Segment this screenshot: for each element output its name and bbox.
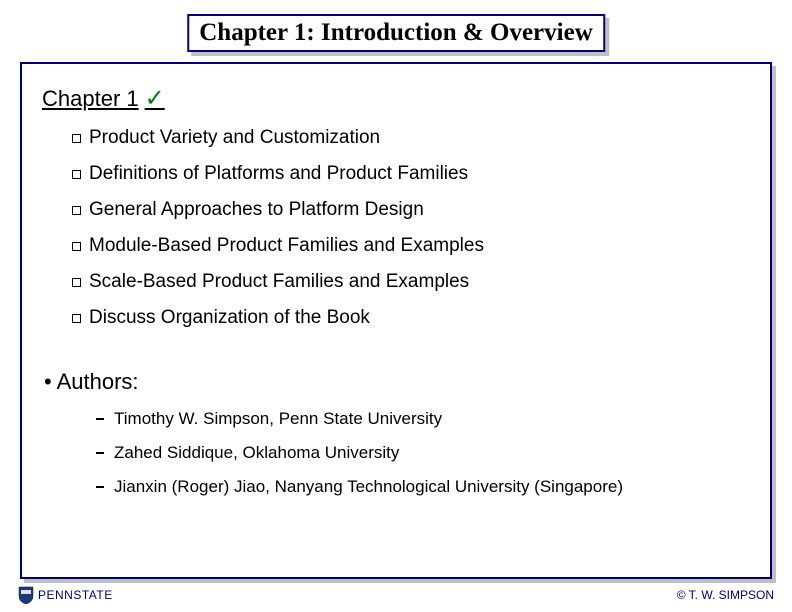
list-item: General Approaches to Platform Design xyxy=(72,199,750,221)
square-bullet-icon xyxy=(72,314,81,323)
list-item: Product Variety and Customization xyxy=(72,127,750,149)
content-box: Chapter 1 ✓ Product Variety and Customiz… xyxy=(20,62,772,579)
list-item: Module-Based Product Families and Exampl… xyxy=(72,235,750,257)
slide-title: Chapter 1: Introduction & Overview xyxy=(187,14,605,52)
square-bullet-icon xyxy=(72,206,81,215)
square-bullet-icon xyxy=(72,278,81,287)
checkmark-icon: ✓ xyxy=(145,84,165,113)
dash-bullet-icon xyxy=(96,486,104,488)
topics-list: Product Variety and Customization Defini… xyxy=(72,127,750,329)
topic-text: Product Variety and Customization xyxy=(89,127,380,149)
content-container: Chapter 1 ✓ Product Variety and Customiz… xyxy=(20,62,772,579)
footer-left: PENNSTATE xyxy=(18,586,113,604)
list-item: Scale-Based Product Families and Example… xyxy=(72,271,750,293)
topic-text: General Approaches to Platform Design xyxy=(89,199,424,221)
square-bullet-icon xyxy=(72,134,81,143)
dash-bullet-icon xyxy=(96,418,104,420)
list-item: Jianxin (Roger) Jiao, Nanyang Technologi… xyxy=(96,477,750,497)
topic-text: Definitions of Platforms and Product Fam… xyxy=(89,163,468,185)
pennstate-shield-icon xyxy=(18,586,34,604)
chapter-heading: Chapter 1 xyxy=(42,86,139,112)
topic-text: Scale-Based Product Families and Example… xyxy=(89,271,469,293)
institution-label: PENNSTATE xyxy=(38,588,113,602)
dash-bullet-icon xyxy=(96,452,104,454)
list-item: Discuss Organization of the Book xyxy=(72,307,750,329)
topic-text: Discuss Organization of the Book xyxy=(89,307,370,329)
square-bullet-icon xyxy=(72,242,81,251)
list-item: Timothy W. Simpson, Penn State Universit… xyxy=(96,409,750,429)
list-item: Zahed Siddique, Oklahoma University xyxy=(96,443,750,463)
author-text: Timothy W. Simpson, Penn State Universit… xyxy=(114,409,442,429)
footer: PENNSTATE © T. W. SIMPSON xyxy=(0,586,792,604)
chapter-heading-row: Chapter 1 ✓ xyxy=(42,84,750,113)
list-item: Definitions of Platforms and Product Fam… xyxy=(72,163,750,185)
authors-list: Timothy W. Simpson, Penn State Universit… xyxy=(96,409,750,497)
topic-text: Module-Based Product Families and Exampl… xyxy=(89,235,484,257)
author-text: Zahed Siddique, Oklahoma University xyxy=(114,443,399,463)
copyright-label: © T. W. SIMPSON xyxy=(677,588,774,602)
author-text: Jianxin (Roger) Jiao, Nanyang Technologi… xyxy=(114,477,623,497)
square-bullet-icon xyxy=(72,170,81,179)
authors-heading: • Authors: xyxy=(44,369,750,395)
slide-title-container: Chapter 1: Introduction & Overview xyxy=(187,14,605,52)
